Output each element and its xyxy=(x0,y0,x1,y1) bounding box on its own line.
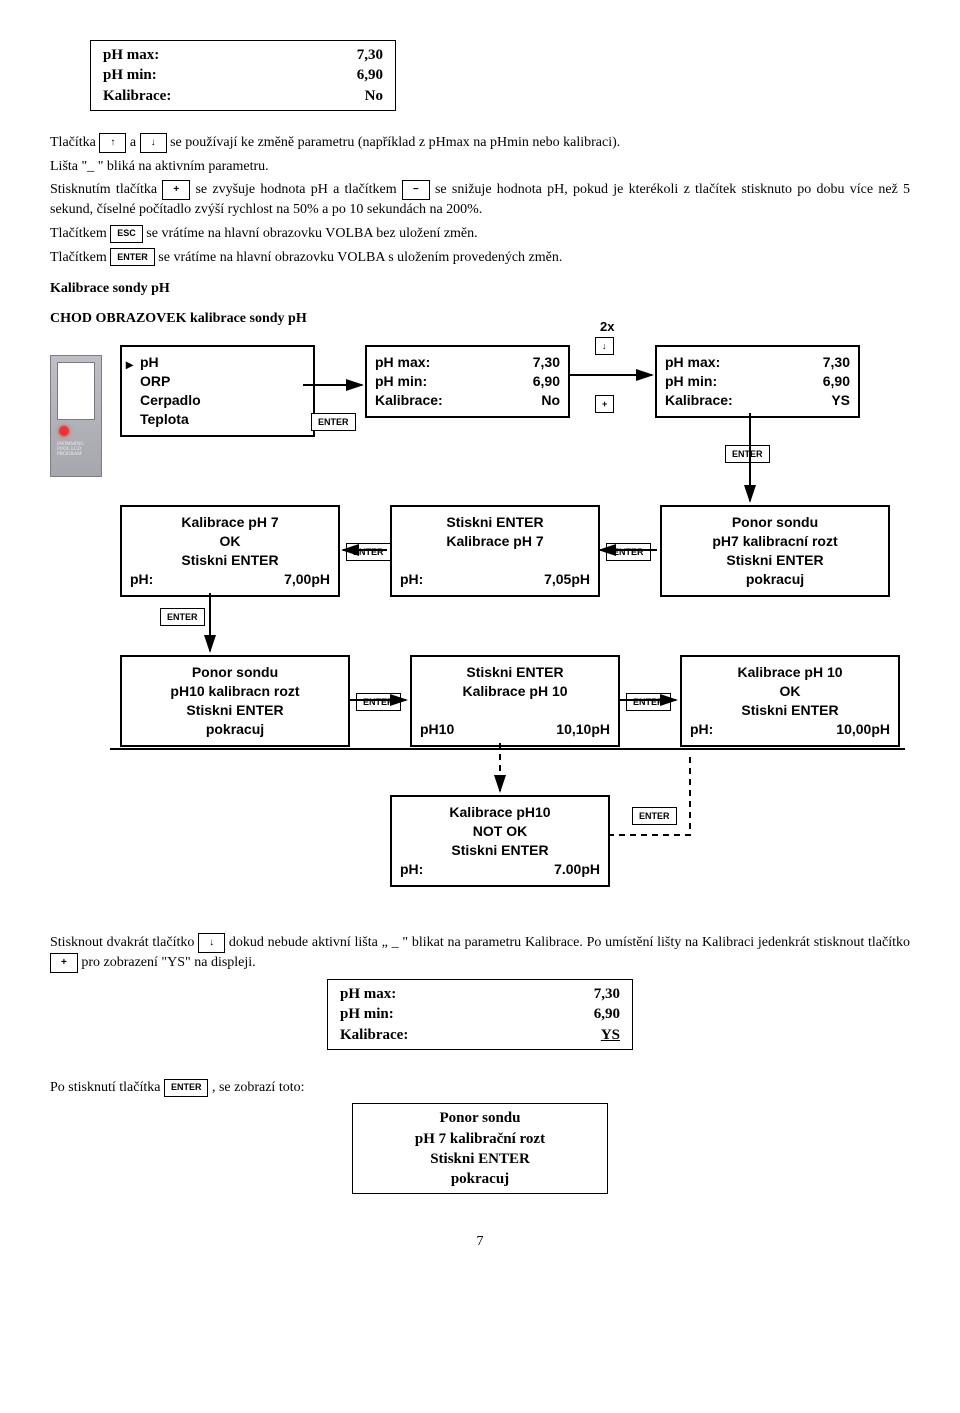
flow-box-10: Kalibrace pH10NOT OKStiskni ENTER pH:7.0… xyxy=(390,795,610,887)
enter-btn[interactable]: ENTER xyxy=(632,807,677,825)
flow-box-8: Stiskni ENTERKalibrace pH 10 pH1010,10pH xyxy=(410,655,620,747)
para-6: Stisknout dvakrát tlačítko ↓ dokud nebud… xyxy=(50,933,910,973)
lbl: Kalibrace: xyxy=(103,86,171,106)
flow-box-2: pH max:7,30 pH min:6,90 Kalibrace:No xyxy=(365,345,570,418)
heading-chod: CHOD OBRAZOVEK kalibrace sondy pH xyxy=(50,311,910,327)
esc-button[interactable]: ESC xyxy=(110,225,143,243)
para-5: Tlačítkem ENTER se vrátíme na hlavní obr… xyxy=(50,248,910,268)
para-3: Stisknutím tlačítka + se zvyšuje hodnota… xyxy=(50,180,910,220)
display-box-1: pH max: 7,30 pH min: 6,90 Kalibrace: No xyxy=(90,40,396,111)
enter-btn[interactable]: ENTER xyxy=(311,413,356,431)
flow-menu: ▸ pH ORP Cerpadlo Teplota xyxy=(120,345,315,437)
down-btn[interactable]: ↓ xyxy=(595,337,614,355)
twox-label: 2x xyxy=(600,319,614,334)
para-4: Tlačítkem ESC se vrátíme na hlavní obraz… xyxy=(50,224,910,244)
flow-box-9: Kalibrace pH 10OKStiskni ENTER pH:10,00p… xyxy=(680,655,900,747)
heading-kalibrace: Kalibrace sondy pH xyxy=(50,281,910,297)
flow-box-6: Ponor sondupH7 kalibracní roztStiskni EN… xyxy=(660,505,890,597)
para-7: Po stisknutí tlačítka ENTER , se zobrazí… xyxy=(50,1078,910,1098)
val: 6,90 xyxy=(357,65,383,85)
plus-button[interactable]: + xyxy=(162,180,190,200)
down-button[interactable]: ↓ xyxy=(198,933,225,953)
flow-box-7: Ponor sondupH10 kalibracn roztStiskni EN… xyxy=(120,655,350,747)
enter-btn[interactable]: ENTER xyxy=(725,445,770,463)
flow-box-4: Kalibrace pH 7OKStiskni ENTER pH:7,00pH xyxy=(120,505,340,597)
val: No xyxy=(365,86,383,106)
display-box-3: Ponor sondu pH 7 kalibrační rozt Stiskni… xyxy=(352,1103,608,1194)
para-1: Tlačítka ↑ a ↓ se používají ke změně par… xyxy=(50,133,910,153)
para-2: Lišta "_ " bliká na aktivním parametru. xyxy=(50,157,910,177)
enter-btn[interactable]: ENTER xyxy=(626,693,671,711)
page-number: 7 xyxy=(50,1234,910,1250)
flow-box-3: pH max:7,30 pH min:6,90 Kalibrace:YS xyxy=(655,345,860,418)
enter-btn[interactable]: ENTER xyxy=(606,543,651,561)
plus-button[interactable]: + xyxy=(50,953,78,973)
enter-btn[interactable]: ENTER xyxy=(160,608,205,626)
display-box-2: pH max:7,30 pH min:6,90 Kalibrace:YS xyxy=(327,979,633,1050)
flowchart: SWIMMING POOL LCD PROGRAM ▸ pH ORP Cerpa… xyxy=(50,335,910,925)
flow-box-5: Stiskni ENTERKalibrace pH 7 pH:7,05pH xyxy=(390,505,600,597)
enter-button[interactable]: ENTER xyxy=(164,1079,209,1097)
lbl: pH max: xyxy=(103,45,159,65)
lbl: pH min: xyxy=(103,65,157,85)
down-button[interactable]: ↓ xyxy=(140,133,167,153)
minus-button[interactable]: − xyxy=(402,180,430,200)
val: 7,30 xyxy=(357,45,383,65)
plus-btn[interactable]: + xyxy=(595,395,614,413)
enter-button[interactable]: ENTER xyxy=(110,248,155,266)
enter-btn[interactable]: ENTER xyxy=(346,543,391,561)
up-button[interactable]: ↑ xyxy=(99,133,126,153)
device-image: SWIMMING POOL LCD PROGRAM xyxy=(50,355,102,477)
enter-btn[interactable]: ENTER xyxy=(356,693,401,711)
